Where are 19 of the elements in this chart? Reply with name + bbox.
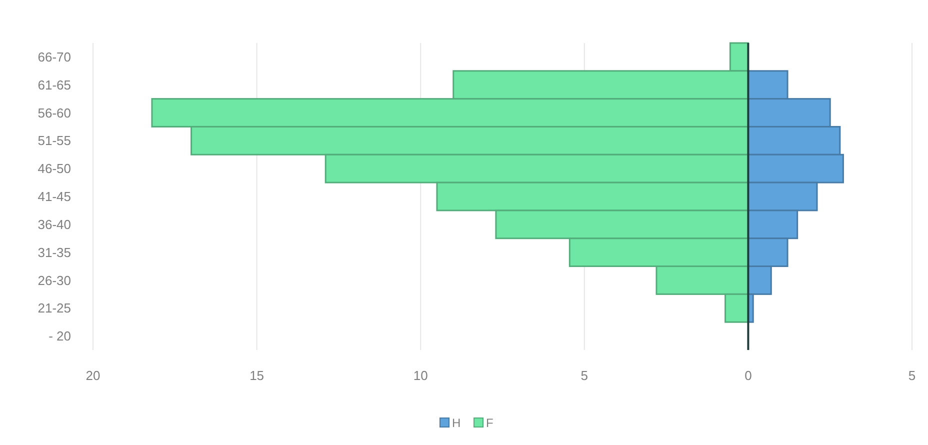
x-tick-label: 5: [580, 368, 588, 383]
y-tick-label: 26-30: [38, 272, 71, 288]
y-tick-label: 51-55: [38, 133, 71, 148]
y-tick-label: 61-65: [38, 77, 71, 92]
y-tick-label: 21-25: [38, 300, 71, 316]
y-tick-label: 56-60: [38, 105, 71, 120]
x-tick-label: 20: [86, 368, 100, 383]
y-tick-label: 31-35: [38, 244, 71, 260]
x-tick-label: 15: [250, 368, 264, 383]
x-tick-label: 0: [744, 368, 752, 383]
legend-label: F: [486, 416, 494, 430]
x-tick-label: 10: [413, 368, 428, 383]
y-tick-label: 41-45: [38, 189, 71, 204]
y-tick-label: 66-70: [38, 50, 71, 65]
y-tick-label: - 20: [48, 328, 71, 344]
x-tick-label: 5: [908, 368, 916, 383]
legend-label: H: [452, 416, 461, 430]
y-tick-label: 46-50: [38, 161, 71, 176]
y-tick-label: 36-40: [38, 216, 71, 232]
